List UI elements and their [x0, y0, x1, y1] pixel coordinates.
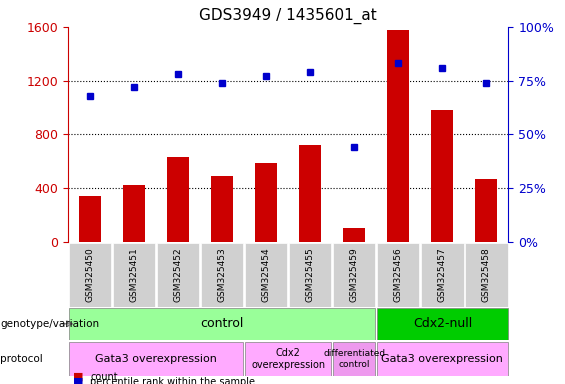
Text: control: control	[201, 317, 244, 330]
Bar	[211, 176, 233, 242]
Text: genotype/variation: genotype/variation	[0, 319, 99, 329]
Bar	[123, 185, 145, 242]
FancyBboxPatch shape	[377, 308, 507, 340]
Text: ■: ■	[73, 372, 84, 382]
Text: count: count	[90, 372, 118, 382]
Text: protocol: protocol	[0, 354, 43, 364]
FancyBboxPatch shape	[333, 343, 375, 376]
FancyBboxPatch shape	[113, 243, 155, 306]
Text: Cdx2
overexpression: Cdx2 overexpression	[251, 348, 325, 370]
Text: GSM325453: GSM325453	[218, 247, 227, 302]
Text: GSM325451: GSM325451	[129, 247, 138, 302]
Bar	[343, 228, 365, 242]
Text: GSM325459: GSM325459	[350, 247, 359, 302]
Bar	[255, 163, 277, 242]
Text: Gata3 overexpression: Gata3 overexpression	[381, 354, 503, 364]
Text: GSM325457: GSM325457	[438, 247, 447, 302]
Bar	[167, 157, 189, 242]
Bar	[431, 110, 453, 242]
Text: GSM325458: GSM325458	[482, 247, 491, 302]
Bar	[79, 196, 101, 242]
Text: GSM325450: GSM325450	[85, 247, 94, 302]
FancyBboxPatch shape	[421, 243, 463, 306]
Text: differentiated
control: differentiated control	[323, 349, 385, 369]
Text: GSM325452: GSM325452	[173, 247, 182, 302]
FancyBboxPatch shape	[69, 243, 111, 306]
FancyBboxPatch shape	[377, 243, 419, 306]
Text: Cdx2-null: Cdx2-null	[413, 317, 472, 330]
Text: GSM325454: GSM325454	[262, 247, 271, 302]
FancyBboxPatch shape	[289, 243, 331, 306]
FancyBboxPatch shape	[333, 243, 375, 306]
FancyBboxPatch shape	[245, 343, 331, 376]
Text: ■: ■	[73, 377, 84, 384]
Title: GDS3949 / 1435601_at: GDS3949 / 1435601_at	[199, 8, 377, 24]
FancyBboxPatch shape	[69, 308, 375, 340]
FancyBboxPatch shape	[245, 243, 287, 306]
Text: GSM325456: GSM325456	[394, 247, 403, 302]
FancyBboxPatch shape	[377, 343, 507, 376]
FancyBboxPatch shape	[157, 243, 199, 306]
FancyBboxPatch shape	[69, 343, 243, 376]
Bar	[475, 179, 497, 242]
Text: percentile rank within the sample: percentile rank within the sample	[90, 377, 255, 384]
FancyBboxPatch shape	[466, 243, 507, 306]
Text: Gata3 overexpression: Gata3 overexpression	[95, 354, 217, 364]
FancyBboxPatch shape	[201, 243, 243, 306]
Bar	[387, 30, 409, 242]
Text: GSM325455: GSM325455	[306, 247, 315, 302]
Bar	[299, 145, 321, 242]
